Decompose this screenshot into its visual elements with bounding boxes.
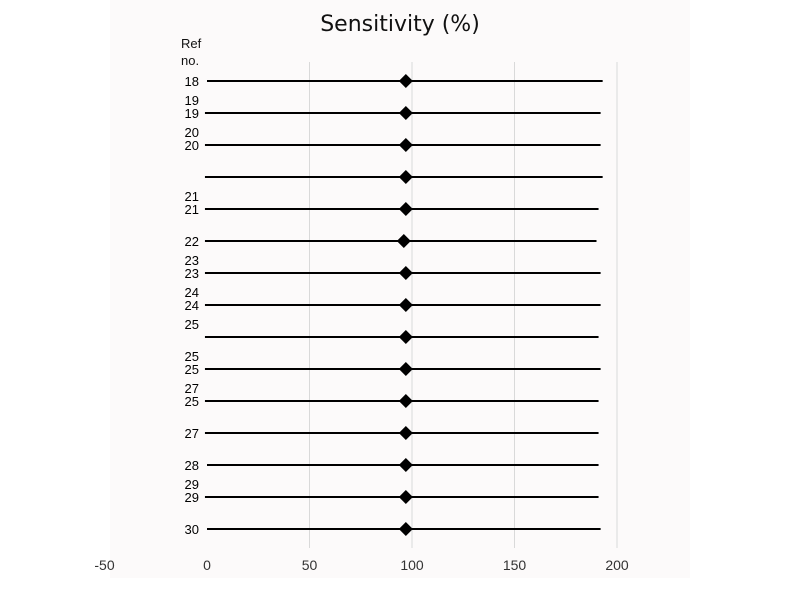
ref-label: 23: [185, 253, 199, 268]
ref-label: 23: [185, 266, 199, 281]
x-tick-label: 200: [605, 557, 629, 573]
ref-label: 20: [185, 125, 199, 140]
ref-label: 24: [185, 285, 199, 300]
estimate-diamond: [398, 522, 413, 536]
ref-label: 25: [185, 362, 199, 377]
ref-label: 19: [185, 106, 199, 121]
x-tick-label: 50: [302, 557, 318, 573]
ref-label: 27: [185, 426, 199, 441]
estimate-diamond: [398, 298, 413, 312]
ref-label: 20: [185, 138, 199, 153]
estimate-diamond: [398, 490, 413, 504]
y-axis-header: Ref no.: [181, 36, 202, 68]
estimate-diamond: [396, 234, 411, 248]
x-tick-label: 0: [203, 557, 211, 573]
plot-panel: [110, 0, 690, 578]
estimate-diamond: [398, 202, 413, 216]
x-tick-label: -50: [94, 557, 114, 573]
ref-label: 21: [185, 202, 199, 217]
estimate-diamond: [398, 170, 413, 184]
estimate-diamond: [398, 138, 413, 152]
estimate-diamond: [398, 330, 413, 344]
ref-label: 18: [185, 74, 199, 89]
estimate-diamond: [398, 458, 413, 472]
ref-label: 25: [185, 317, 199, 332]
ref-label: 22: [185, 234, 199, 249]
ref-label: 30: [185, 522, 199, 537]
estimate-diamond: [398, 394, 413, 408]
ref-label: 24: [185, 298, 199, 313]
ref-label: 29: [185, 490, 199, 505]
estimate-diamond: [398, 106, 413, 120]
ref-label: 27: [185, 381, 199, 396]
estimate-diamond: [398, 74, 413, 88]
ref-label: 25: [185, 394, 199, 409]
ref-label: 21: [185, 189, 199, 204]
estimate-diamond: [398, 266, 413, 280]
chart-title: Sensitivity (%): [320, 12, 480, 37]
estimate-diamond: [398, 426, 413, 440]
ref-label: 25: [185, 349, 199, 364]
ref-label: 29: [185, 477, 199, 492]
x-tick-label: 150: [503, 557, 527, 573]
ref-label: 19: [185, 93, 199, 108]
x-tick-label: 100: [400, 557, 424, 573]
ref-label: 28: [185, 458, 199, 473]
estimate-diamond: [398, 362, 413, 376]
